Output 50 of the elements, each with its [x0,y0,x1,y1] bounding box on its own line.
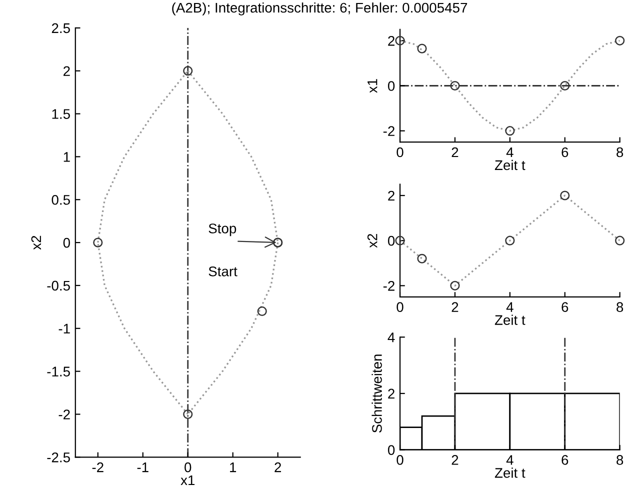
x-tick-label: 0 [396,302,404,312]
x-tick-label: 4 [506,302,514,312]
x-axis-title: Zeit t [494,314,526,325]
y-tick-label: 0 [63,238,70,248]
y-axis-title: Schrittweiten [372,354,382,433]
annotation: Stop [208,224,236,236]
y-tick-label: 0 [388,445,395,455]
x-tick-label: 8 [616,302,624,312]
x-tick-label: 0 [396,455,404,465]
y-axis-title: x1 [368,79,378,93]
y-tick-label: -2 [383,126,394,136]
y-tick-label: 2 [388,388,394,399]
annotation: Start [208,266,238,276]
y-tick-label: 2.5 [52,23,70,34]
x-tick-label: 2 [452,455,458,465]
y-tick-label: -2 [58,410,70,420]
y-tick-label: -2 [383,281,394,291]
x-tick-label: 2 [452,302,458,312]
y-axis-title: x2 [367,234,378,248]
x-tick-label: 8 [616,147,624,158]
x-axis-title: Zeit t [494,468,526,478]
y-tick-label: 0.5 [52,194,70,205]
chart-title: (A2B); Integrationsschritte: 6; Fehler: 0.0005457 [172,2,468,16]
x-tick-label: -2 [92,462,104,472]
y-tick-label: 0 [388,236,395,246]
x-tick-label: 6 [562,302,568,312]
x-tick-label: -1 [137,462,148,472]
y-tick-label: -0.5 [47,280,70,291]
y-tick-label: -2.5 [47,452,70,462]
x-tick-label: 2 [274,462,281,472]
y-tick-label: 2 [388,190,394,201]
y-tick-label: -1.5 [47,366,70,376]
x-tick-label: 8 [616,455,624,465]
x-tick-label: 6 [562,147,568,158]
x-tick-label: 0 [396,147,404,158]
y-tick-label: 0 [388,81,395,91]
y-tick-label: 2 [388,36,394,46]
x-tick-label: 4 [506,147,514,158]
x-tick-label: 2 [452,147,458,158]
y-tick-label: 4 [388,332,395,342]
x-tick-label: 0 [184,462,192,472]
x-axis-title: x1 [180,475,195,486]
y-tick-label: 2 [64,66,70,76]
y-tick-label: -1 [58,324,70,334]
x-tick-label: 4 [506,455,514,465]
x-tick-label: 6 [562,455,568,465]
x-tick-label: 1 [230,462,236,472]
y-tick-label: 1.5 [52,109,70,119]
x-axis-title: Zeit t [494,160,526,170]
y-axis-title: x2 [31,236,41,250]
